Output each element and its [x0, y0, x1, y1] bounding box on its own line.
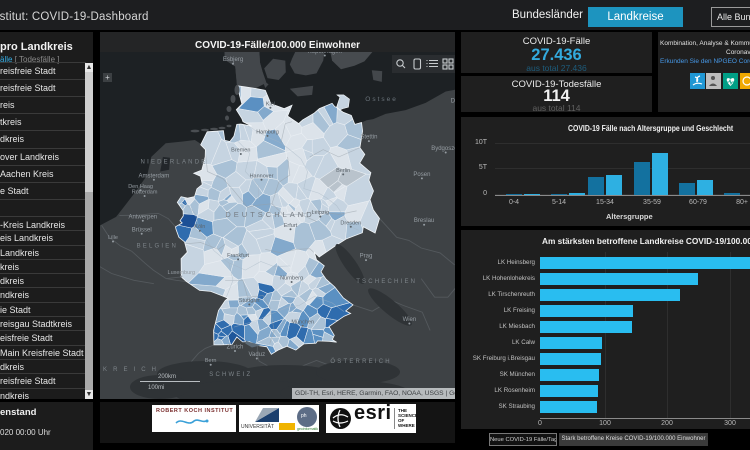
- svg-text:München: München: [291, 319, 314, 325]
- svg-text:Frankfurt: Frankfurt: [227, 253, 249, 259]
- svg-text:Leipzig: Leipzig: [312, 210, 329, 216]
- svg-text:Nürnberg: Nürnberg: [280, 276, 303, 282]
- svg-text:Prag: Prag: [360, 254, 373, 260]
- svg-text:Esbjerg: Esbjerg: [223, 57, 243, 63]
- svg-text:Erfurt: Erfurt: [284, 223, 298, 229]
- svg-text:Posen: Posen: [413, 172, 430, 178]
- svg-text:Bydgoszcz: Bydgoszcz: [431, 146, 455, 152]
- svg-text:Antwerpen: Antwerpen: [128, 214, 157, 220]
- svg-text:Zürich: Zürich: [227, 345, 244, 351]
- svg-text:Bremen: Bremen: [231, 148, 250, 154]
- svg-text:Kopenhagen: Kopenhagen: [308, 52, 342, 55]
- svg-text:NIEDERLANDE: NIEDERLANDE: [141, 160, 208, 166]
- svg-text:SCHWEIZ: SCHWEIZ: [209, 372, 252, 378]
- svg-text:Lille: Lille: [108, 235, 118, 241]
- svg-text:Amsterdam: Amsterdam: [139, 173, 170, 179]
- svg-text:Berlin: Berlin: [336, 168, 350, 174]
- svg-text:Dresden: Dresden: [340, 220, 361, 226]
- svg-text:Da: Da: [451, 98, 455, 104]
- svg-text:Stuttgart: Stuttgart: [239, 298, 260, 304]
- svg-text:Ostsee: Ostsee: [365, 96, 398, 103]
- svg-text:Den Haag: Den Haag: [128, 184, 153, 190]
- svg-text:Luxemburg: Luxemburg: [168, 270, 196, 276]
- svg-text:Stettin: Stettin: [360, 135, 377, 141]
- svg-text:BELGIEN: BELGIEN: [137, 244, 178, 250]
- svg-text:ÖSTERREICH: ÖSTERREICH: [330, 358, 391, 365]
- svg-text:Hannover: Hannover: [250, 173, 274, 179]
- svg-text:Bern: Bern: [205, 358, 217, 364]
- svg-text:DEUTSCHLAND: DEUTSCHLAND: [225, 210, 314, 219]
- svg-text:Wien: Wien: [403, 317, 417, 323]
- svg-text:Rotterdam: Rotterdam: [132, 190, 158, 196]
- svg-text:Breslau: Breslau: [414, 218, 434, 224]
- svg-text:Köln: Köln: [194, 224, 205, 230]
- svg-text:Hamburg: Hamburg: [256, 129, 279, 135]
- svg-text:Kiel: Kiel: [266, 101, 275, 107]
- svg-text:Brüssel: Brüssel: [132, 227, 152, 233]
- svg-text:K R E I C H: K R E I C H: [103, 367, 158, 373]
- svg-text:Vaduz: Vaduz: [249, 352, 266, 358]
- svg-text:TSCHECHIEN: TSCHECHIEN: [356, 279, 417, 285]
